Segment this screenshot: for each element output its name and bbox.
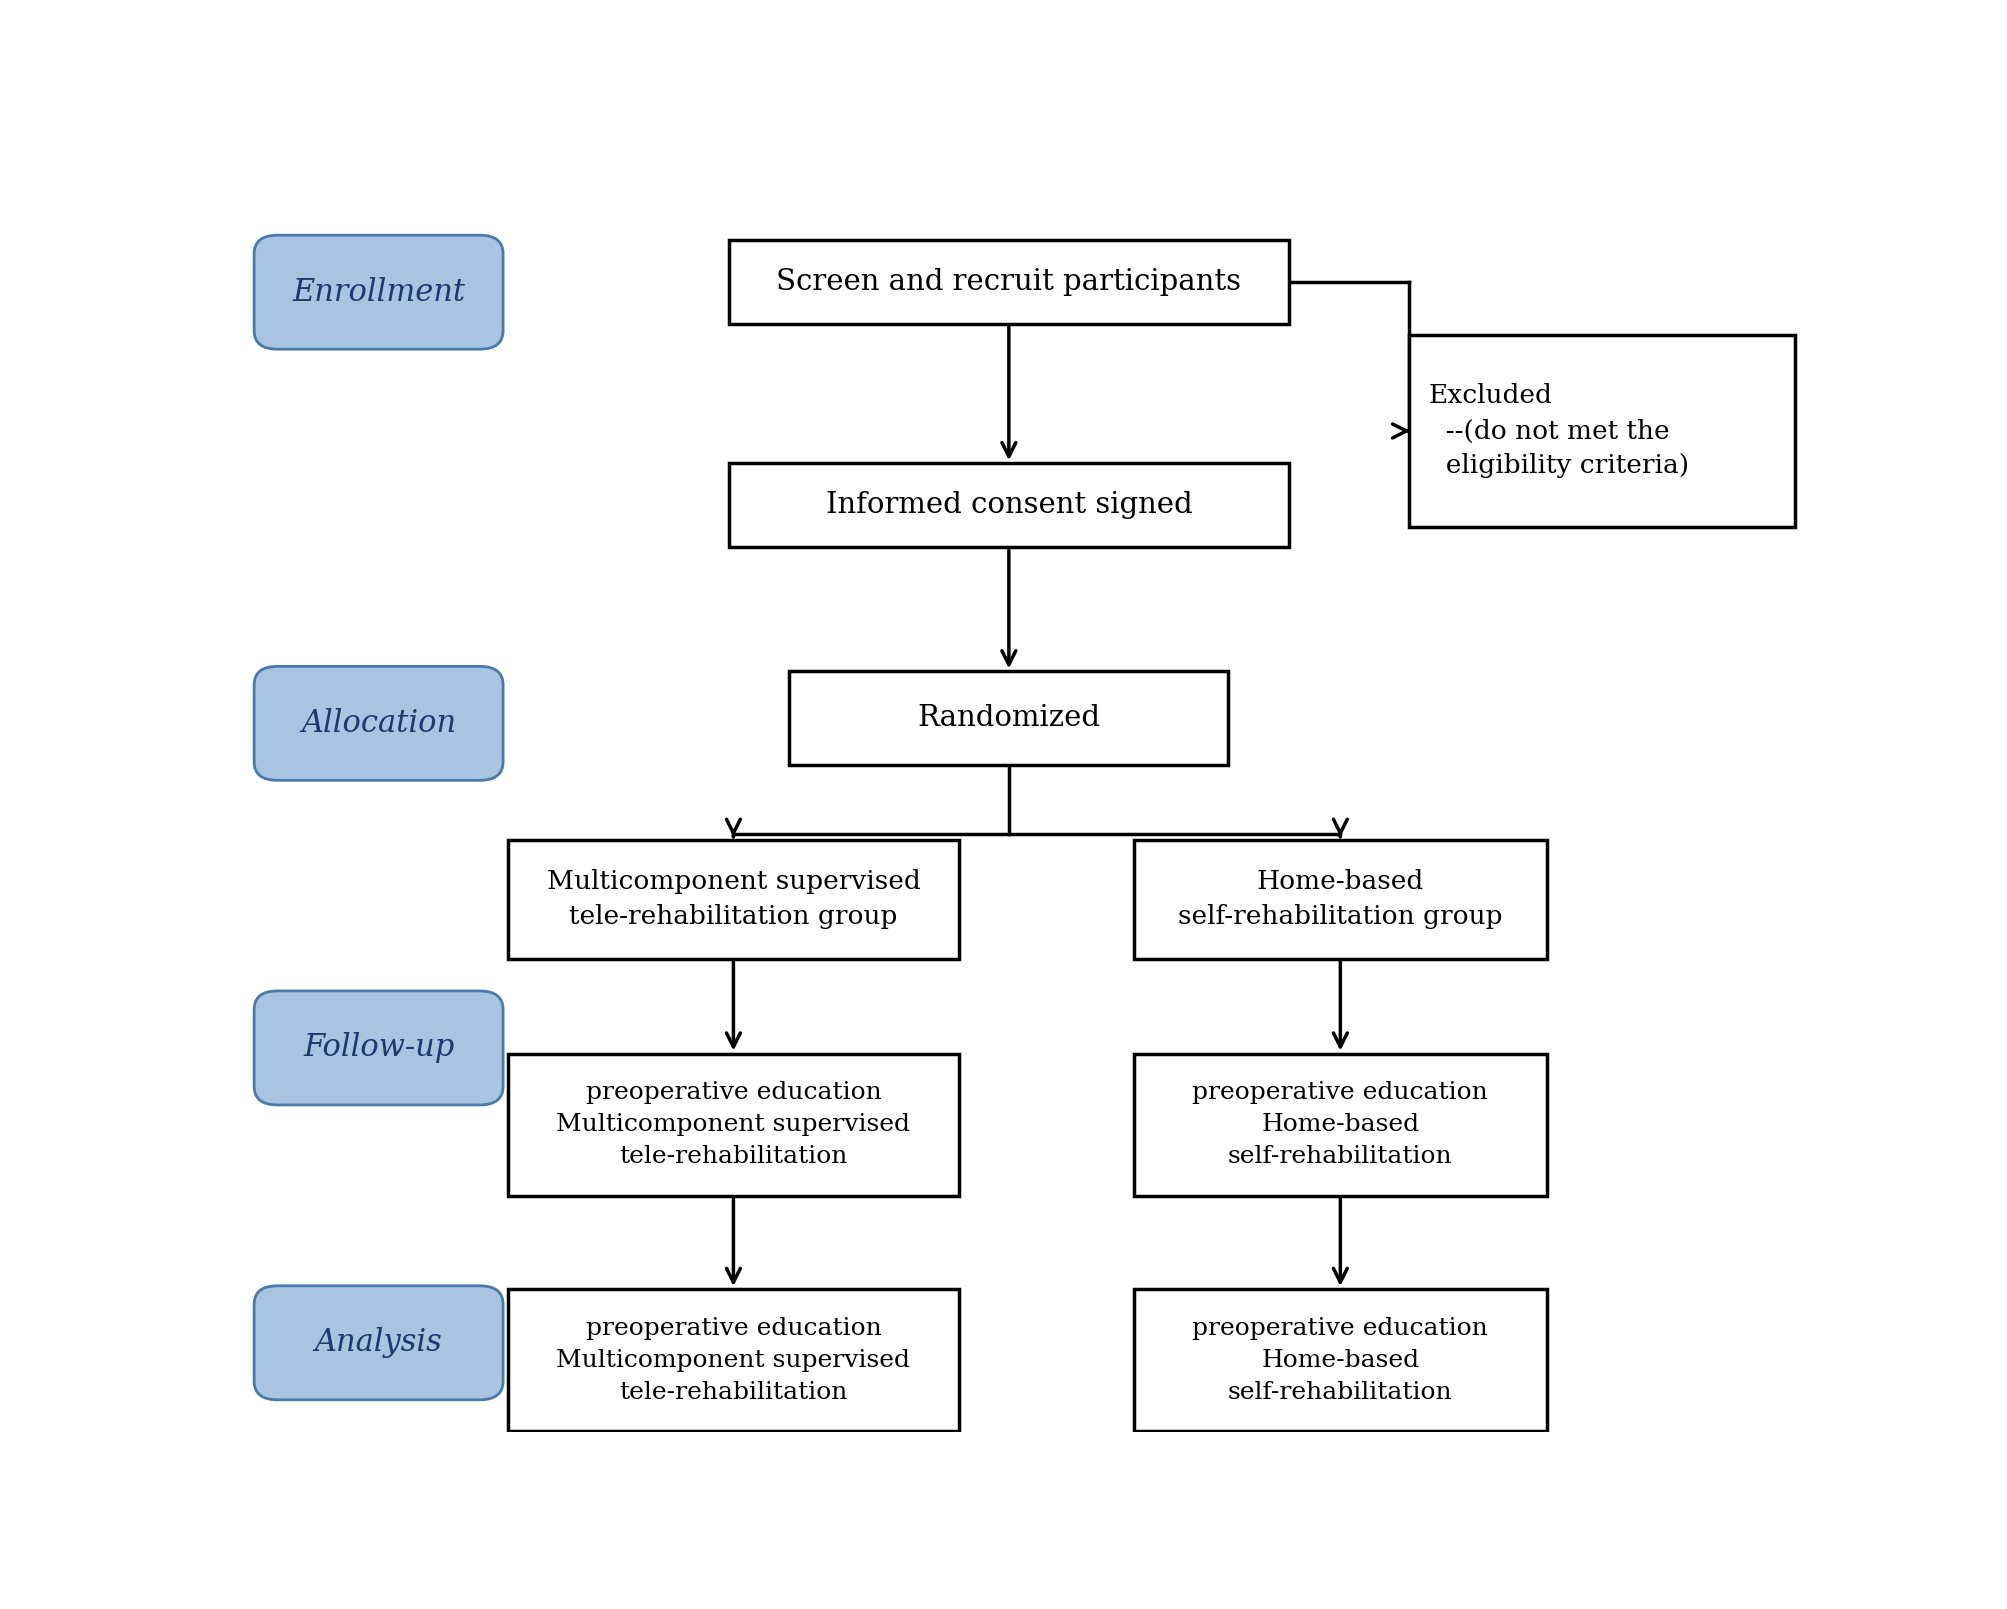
FancyBboxPatch shape — [1134, 1054, 1545, 1195]
Text: Excluded
  --(do not met the
  eligibility criteria): Excluded --(do not met the eligibility c… — [1429, 383, 1688, 478]
FancyBboxPatch shape — [1134, 840, 1545, 959]
Text: Analysis: Analysis — [315, 1327, 442, 1358]
FancyBboxPatch shape — [729, 463, 1288, 547]
FancyBboxPatch shape — [255, 1286, 504, 1400]
FancyBboxPatch shape — [1409, 335, 1794, 528]
Text: Follow-up: Follow-up — [303, 1033, 454, 1064]
FancyBboxPatch shape — [508, 840, 959, 959]
Text: preoperative education
Home-based
self-rehabilitation: preoperative education Home-based self-r… — [1192, 1316, 1487, 1403]
FancyBboxPatch shape — [255, 666, 504, 780]
FancyBboxPatch shape — [508, 1054, 959, 1195]
FancyBboxPatch shape — [1134, 1289, 1545, 1432]
Text: Enrollment: Enrollment — [291, 277, 466, 307]
Text: preoperative education
Multicomponent supervised
tele-rehabilitation: preoperative education Multicomponent su… — [556, 1316, 909, 1403]
Text: preoperative education
Multicomponent supervised
tele-rehabilitation: preoperative education Multicomponent su… — [556, 1081, 909, 1168]
FancyBboxPatch shape — [255, 991, 504, 1105]
Text: Allocation: Allocation — [301, 708, 456, 739]
FancyBboxPatch shape — [789, 671, 1228, 766]
Text: preoperative education
Home-based
self-rehabilitation: preoperative education Home-based self-r… — [1192, 1081, 1487, 1168]
FancyBboxPatch shape — [508, 1289, 959, 1432]
Text: Multicomponent supervised
tele-rehabilitation group: Multicomponent supervised tele-rehabilit… — [546, 869, 919, 930]
Text: Informed consent signed: Informed consent signed — [825, 491, 1192, 520]
Text: Randomized: Randomized — [917, 705, 1100, 732]
FancyBboxPatch shape — [255, 235, 504, 349]
FancyBboxPatch shape — [729, 240, 1288, 325]
Text: Screen and recruit participants: Screen and recruit participants — [777, 269, 1240, 296]
Text: Home-based
self-rehabilitation group: Home-based self-rehabilitation group — [1178, 869, 1501, 930]
